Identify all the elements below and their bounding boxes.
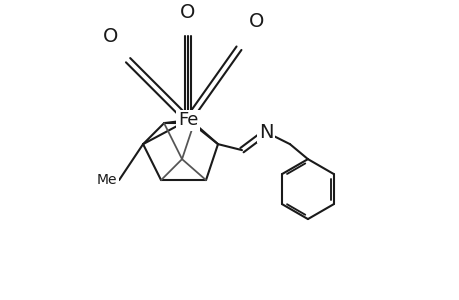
Text: O: O: [102, 27, 118, 46]
Text: O: O: [249, 12, 264, 31]
Text: N: N: [258, 123, 273, 142]
Text: Fe: Fe: [178, 111, 198, 129]
Text: Me: Me: [97, 173, 118, 187]
Text: O: O: [180, 3, 195, 22]
